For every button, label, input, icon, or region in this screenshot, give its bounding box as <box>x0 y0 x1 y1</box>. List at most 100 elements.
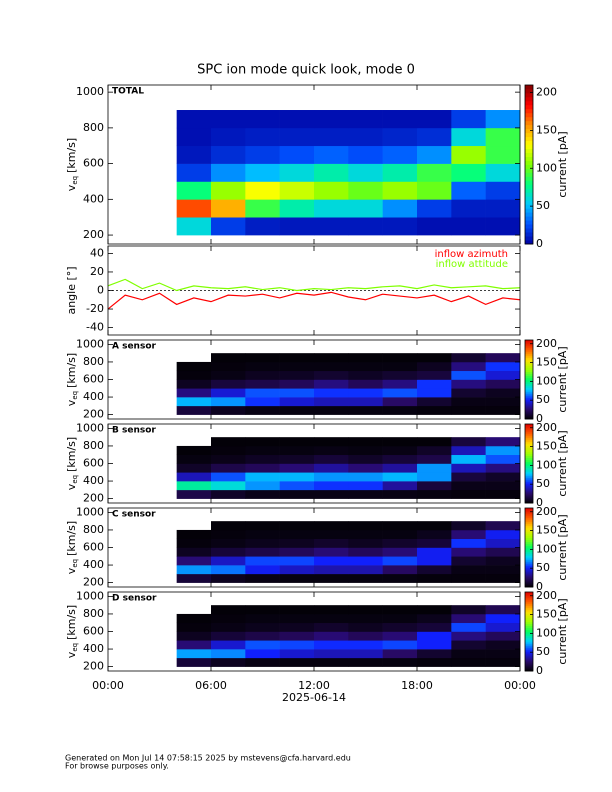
colorbar-swatch <box>525 379 533 382</box>
heat-cell <box>314 388 349 398</box>
heat-cell <box>279 463 315 473</box>
y-tick-label: 800 <box>83 523 104 536</box>
panel-label: B sensor <box>112 426 156 436</box>
colorbar-swatch <box>525 579 533 582</box>
heat-cell <box>417 445 452 456</box>
heat-cell <box>245 565 280 575</box>
y-label-unit: [km/s] <box>65 605 78 640</box>
heat-cell <box>348 521 383 531</box>
heat-cell <box>485 529 521 540</box>
colorbar-swatch <box>525 531 533 535</box>
heat-cell <box>245 529 280 540</box>
heat-cell <box>485 397 521 407</box>
heat-cell <box>348 145 383 164</box>
colorbar-swatch <box>525 633 533 636</box>
heat-cell <box>211 565 246 575</box>
heat-cell <box>211 472 246 482</box>
heat-cell <box>348 613 383 624</box>
heat-cell <box>314 110 349 129</box>
heat-cell <box>245 217 280 236</box>
heat-cell <box>348 379 383 389</box>
colorbar-swatch <box>525 661 533 664</box>
heat-cell <box>279 657 315 667</box>
y-label-subscript: eq <box>71 391 79 400</box>
colorbar-swatch <box>525 457 533 460</box>
colorbar-swatch <box>525 204 533 209</box>
colorbar-swatch <box>525 104 533 110</box>
heat-cell <box>245 521 280 531</box>
heat-cell <box>314 181 349 200</box>
heat-cell <box>451 181 486 200</box>
colorbar-swatch <box>525 453 533 456</box>
colorbar-swatch <box>525 649 533 652</box>
colorbar-swatch <box>525 533 533 537</box>
heat-cell <box>211 217 246 236</box>
colorbar-swatch <box>525 581 533 584</box>
colorbar-swatch <box>525 529 533 533</box>
heat-cell <box>382 547 418 557</box>
colorbar-swatch <box>525 535 533 539</box>
colorbar-swatch <box>525 625 533 628</box>
heat-cell <box>417 405 452 415</box>
heat-cell <box>279 437 315 447</box>
heat-cell <box>451 379 486 389</box>
heat-cell <box>279 361 315 372</box>
heat-cell <box>451 481 486 491</box>
heat-cell <box>348 631 383 641</box>
colorbar-tick-label: 50 <box>536 645 550 658</box>
heat-cell <box>279 199 315 218</box>
colorbar-swatch <box>525 124 533 130</box>
colorbar-swatch <box>525 623 533 626</box>
heat-cell <box>417 521 452 531</box>
heat-cell <box>485 538 521 548</box>
heat-cell <box>417 181 452 200</box>
heat-cell <box>176 657 212 667</box>
y-tick-label: 400 <box>83 390 104 403</box>
heat-cell <box>279 538 315 548</box>
heat-cell <box>485 388 521 398</box>
y-label-symbol: v <box>65 651 78 658</box>
heat-cell <box>417 622 452 632</box>
colorbar-swatch <box>525 479 533 482</box>
heat-cell <box>348 547 383 557</box>
heat-cell <box>348 565 383 575</box>
heat-cell <box>382 397 418 407</box>
colorbar-tick-label: 200 <box>536 421 557 434</box>
y-tick-label: 800 <box>83 607 104 620</box>
heat-cell <box>348 163 383 182</box>
heat-cell <box>211 573 246 583</box>
heat-cell <box>348 217 383 236</box>
colorbar-swatch <box>525 431 533 435</box>
heat-cell <box>485 405 521 415</box>
colorbar-swatch <box>525 659 533 662</box>
y-tick-label: 1000 <box>76 505 104 518</box>
heat-cell <box>314 622 349 632</box>
heat-cell <box>382 163 418 182</box>
heat-cell <box>382 454 418 464</box>
y-tick-label: 800 <box>83 121 104 134</box>
heat-cell <box>211 481 246 491</box>
colorbar-swatch <box>525 543 533 546</box>
heat-cell <box>211 388 246 398</box>
heat-cell <box>451 127 486 147</box>
heat-cell <box>382 361 418 372</box>
colorbar-swatch <box>525 367 533 371</box>
colorbar-swatch <box>525 567 533 570</box>
colorbar-swatch <box>525 112 533 118</box>
heat-cell <box>417 397 452 407</box>
heat-cell <box>314 489 349 499</box>
y-tick-label: 200 <box>83 660 104 673</box>
colorbar-swatch <box>525 232 533 237</box>
colorbar-swatch <box>525 128 533 134</box>
colorbar-tick-label: 50 <box>536 199 550 212</box>
heat-cell <box>417 489 452 499</box>
colorbar-swatch <box>525 224 533 229</box>
y-tick-label: 20 <box>90 265 104 278</box>
colorbar-tick-label: 50 <box>536 393 550 406</box>
heat-cell <box>245 110 280 129</box>
colorbar-swatch <box>525 417 533 420</box>
heat-cell <box>176 181 212 200</box>
heat-cell <box>245 388 280 398</box>
heat-cell <box>245 397 280 407</box>
heat-cell <box>382 622 418 632</box>
